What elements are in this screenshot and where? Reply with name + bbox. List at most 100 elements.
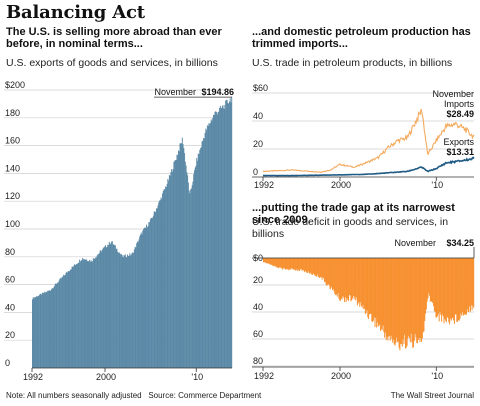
bar <box>216 114 218 368</box>
bar <box>424 258 426 322</box>
bar <box>332 258 334 289</box>
bar <box>62 276 64 368</box>
bar <box>146 227 148 368</box>
bar <box>470 258 472 306</box>
bar <box>431 258 433 302</box>
bar <box>381 258 383 331</box>
bar <box>441 258 443 322</box>
bar <box>400 258 402 345</box>
bar <box>323 258 325 282</box>
bar <box>420 258 422 339</box>
bar <box>51 288 53 368</box>
bar <box>203 138 205 368</box>
bar <box>466 258 468 310</box>
bar <box>327 258 329 285</box>
bar <box>334 258 336 295</box>
bar <box>299 258 301 270</box>
bar <box>413 258 415 341</box>
bar <box>219 107 221 369</box>
bar <box>197 160 198 368</box>
annotation-month: November <box>432 89 474 99</box>
bar <box>44 292 46 368</box>
bar <box>292 258 294 270</box>
bar <box>384 258 386 338</box>
bar <box>363 258 365 310</box>
bar <box>444 258 446 319</box>
bar <box>272 258 274 267</box>
bar <box>222 108 224 368</box>
bar <box>43 293 45 368</box>
bar <box>41 292 43 368</box>
bar <box>120 254 122 368</box>
bar <box>106 247 108 368</box>
bar <box>211 120 213 368</box>
bar <box>61 276 63 368</box>
bar <box>364 258 366 315</box>
bar <box>152 217 154 368</box>
bar <box>359 258 361 307</box>
bar <box>337 258 339 293</box>
bar <box>437 258 439 314</box>
bar <box>329 258 331 290</box>
bar <box>92 261 94 368</box>
bar <box>280 258 282 269</box>
bar <box>417 258 419 340</box>
bar <box>348 258 350 295</box>
bar <box>214 112 216 368</box>
bar <box>350 258 352 302</box>
x-tick-label: 1992 <box>23 372 43 382</box>
bar <box>349 258 351 296</box>
bar <box>208 123 210 369</box>
bar <box>268 258 270 264</box>
bar <box>66 272 68 368</box>
bar <box>263 258 265 263</box>
bar <box>201 141 203 368</box>
bar <box>173 161 175 368</box>
bar <box>347 258 349 300</box>
bar <box>312 258 314 274</box>
footer-source: Source: Commerce Department <box>148 391 262 400</box>
bar <box>442 258 444 317</box>
bar <box>159 200 161 368</box>
bar <box>391 258 393 339</box>
bar <box>414 258 416 334</box>
bar <box>74 264 76 368</box>
bar <box>224 108 226 369</box>
bar <box>361 258 363 308</box>
bar <box>184 153 186 368</box>
annotation-label: November <box>394 238 436 248</box>
bar <box>463 258 465 316</box>
bar <box>267 258 269 264</box>
bar <box>376 258 378 323</box>
bar <box>386 258 388 337</box>
y-tick-label: 40 <box>253 111 263 121</box>
bar <box>166 184 168 368</box>
bar <box>134 246 136 368</box>
bar <box>454 258 456 315</box>
bar <box>437 258 439 317</box>
bar <box>291 258 293 269</box>
bar <box>273 258 275 267</box>
bar <box>408 258 410 336</box>
bar <box>353 258 355 300</box>
bar <box>63 275 65 368</box>
bar <box>163 189 165 368</box>
imports-label: Imports <box>444 99 475 109</box>
bar <box>64 275 66 368</box>
top-right-headline: ...and domestic petroleum production has… <box>252 26 471 50</box>
top-right-subtitle: U.S. trade in petroleum products, in bil… <box>252 57 453 69</box>
bar <box>433 258 435 312</box>
bar <box>302 258 304 271</box>
bar <box>396 258 398 342</box>
bar <box>434 258 436 312</box>
bar <box>35 296 37 368</box>
bar <box>345 258 347 302</box>
bar <box>34 297 36 368</box>
bar <box>327 258 329 285</box>
bar <box>445 258 447 321</box>
bar <box>222 105 224 369</box>
bar <box>319 258 321 278</box>
bar <box>356 258 358 298</box>
bar <box>207 125 209 368</box>
bar <box>429 258 431 296</box>
